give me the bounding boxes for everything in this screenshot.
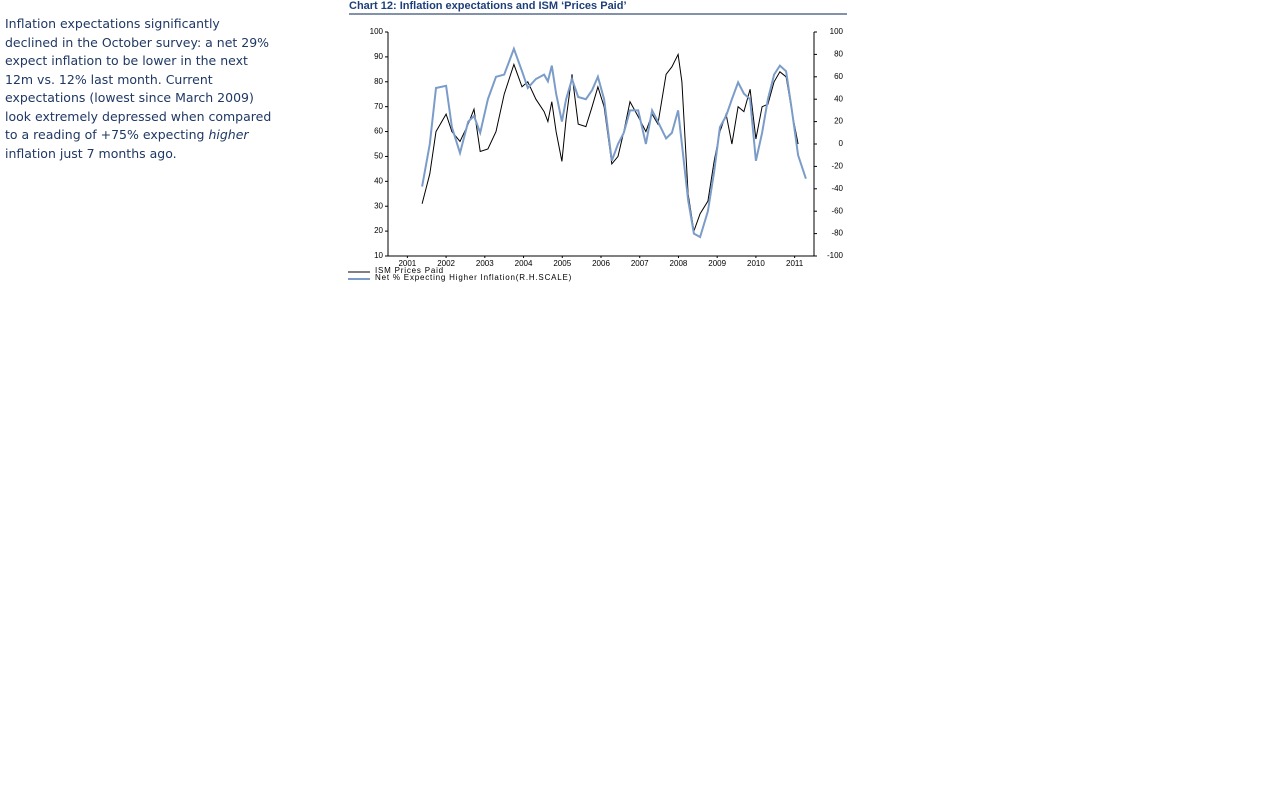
y2-tick-label: 0 xyxy=(839,139,844,148)
text-line: expect inflation to be lower in the next xyxy=(5,52,271,71)
y2-tick-label: 20 xyxy=(834,117,843,126)
text-run: to a reading of +75% expecting xyxy=(5,127,209,142)
series-line xyxy=(421,45,807,239)
y-tick-label: 90 xyxy=(374,52,383,61)
y2-tick-label: 40 xyxy=(834,94,843,103)
text-run: 12m vs. 12% last month. Current xyxy=(5,71,213,87)
x-tick-label: 2004 xyxy=(515,259,533,268)
y-tick-label: 10 xyxy=(374,251,383,260)
text-run: expectations (lowest since March 2009) xyxy=(5,90,254,105)
legend-label: Net % Expecting Higher Inflation(R.H.SCA… xyxy=(375,273,572,282)
text-line: look extremely depressed when compared xyxy=(5,108,271,127)
x-tick-label: 2005 xyxy=(553,259,571,268)
legend-label: ISM Prices Paid xyxy=(375,266,444,275)
text-run: inflation just 7 months ago. xyxy=(5,145,177,161)
y2-tick-label: 60 xyxy=(834,72,843,81)
y-tick-label: 30 xyxy=(374,201,383,210)
y2-tick-label: -60 xyxy=(831,206,843,215)
x-tick-label: 2001 xyxy=(398,259,416,268)
x-tick-label: 2002 xyxy=(437,259,455,268)
text-line: 12m vs. 12% last month. Current xyxy=(5,71,271,90)
text-line: expectations (lowest since March 2009) xyxy=(5,89,271,108)
y2-tick-label: -40 xyxy=(831,184,843,193)
x-tick-label: 2007 xyxy=(631,259,649,268)
chart-title: Chart 12: Inflation expectations and ISM… xyxy=(349,0,627,12)
y2-tick-label: -100 xyxy=(827,251,844,260)
y2-tick-label: -80 xyxy=(831,229,843,238)
y-tick-label: 60 xyxy=(374,127,383,136)
y2-tick-label: 100 xyxy=(830,27,844,36)
text-line: Inflation expectations significantly xyxy=(5,15,271,34)
x-tick-label: 2009 xyxy=(708,259,726,268)
text-run: look extremely depressed when compared xyxy=(5,108,272,124)
text-run: declined in the October survey: a net 29… xyxy=(5,34,270,50)
y-tick-label: 40 xyxy=(374,176,383,185)
x-tick-label: 2006 xyxy=(592,259,610,268)
commentary: Inflation expectations significantly decl… xyxy=(5,15,271,163)
y-tick-label: 50 xyxy=(374,152,383,161)
text-run: Inflation expectations significantly xyxy=(5,16,220,31)
y2-tick-label: 80 xyxy=(834,50,843,59)
y-tick-label: 70 xyxy=(374,102,383,111)
text-run: expect inflation to be lower in the next xyxy=(5,53,248,68)
y-tick-label: 20 xyxy=(374,226,383,235)
x-tick-label: 2008 xyxy=(670,259,688,268)
text-line: declined in the October survey: a net 29… xyxy=(5,34,271,53)
x-tick-label: 2010 xyxy=(747,259,765,268)
y-tick-label: 80 xyxy=(374,77,383,86)
text-run: higher xyxy=(208,127,249,142)
y-tick-label: 100 xyxy=(370,27,384,36)
text-line: inflation just 7 months ago. xyxy=(5,145,271,164)
x-tick-label: 2003 xyxy=(476,259,494,268)
y2-tick-label: -20 xyxy=(831,162,843,171)
series-line xyxy=(421,52,799,232)
text-line: to a reading of +75% expecting higher xyxy=(5,126,271,145)
x-tick-label: 2011 xyxy=(786,259,804,268)
